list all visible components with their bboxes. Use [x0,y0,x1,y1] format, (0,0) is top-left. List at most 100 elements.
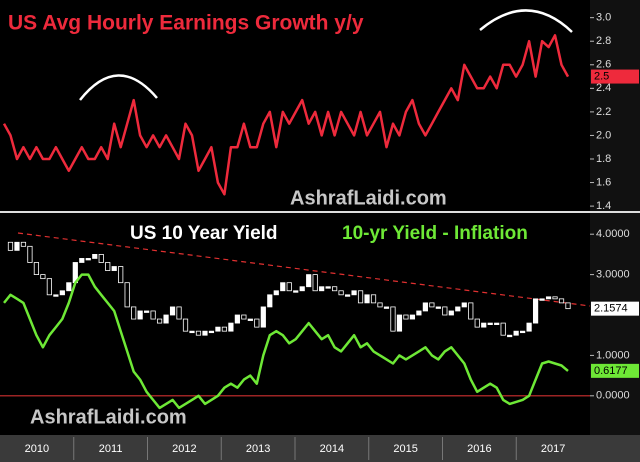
candle [390,306,396,332]
candle [124,282,130,308]
candle [260,306,266,328]
chart-title: US Avg Hourly Earnings Growth y/y [8,12,364,35]
candle [92,254,98,259]
candle [325,286,331,289]
arc-annotation [479,9,573,33]
candle [195,330,202,336]
candle [144,310,150,313]
candle [319,286,325,292]
candle [487,322,493,325]
candle [150,310,156,320]
x-tick-label: 2010 [25,443,49,455]
line-series [3,273,569,410]
x-axis-bar [0,435,640,462]
candle [202,330,208,336]
candle [481,322,487,328]
candle [416,310,422,316]
candle [66,282,72,292]
last-value-label: 2.1574 [594,303,628,315]
candle [429,302,435,308]
y-tick-label: 2.4 [596,82,611,94]
candle [254,318,260,328]
candle [14,241,20,251]
y-tick-label: 2.6 [596,59,611,71]
candle [182,318,189,332]
y-tick-label: 1.8 [596,153,611,165]
y-tick-label: 0.0000 [596,390,630,402]
candle [280,282,286,292]
last-value-box [591,69,639,84]
candle [111,266,117,271]
candle [131,306,137,320]
candle [520,330,526,334]
candle [435,306,441,309]
candle [46,278,52,296]
candle [370,294,377,304]
last-value-label: 2.5 [594,70,609,82]
candle [163,314,169,324]
y-tick-label: 2.0 [596,129,611,141]
candle [332,286,338,292]
candle [306,274,312,288]
candle [267,294,273,308]
candle [357,290,364,304]
x-tick-label: 2015 [393,443,417,455]
candle [468,302,474,320]
last-value-label: 0.6177 [594,365,628,377]
y-tick-label: 1.6 [596,176,611,188]
candle [364,294,370,304]
candle [513,330,519,336]
candle [455,306,461,312]
x-tick-label: 2012 [172,443,196,455]
candle [20,241,27,247]
candle [221,326,228,332]
x-tick-label: 2013 [246,443,270,455]
candle [344,294,351,297]
candle [273,290,279,296]
candle [442,306,448,316]
watermark: AshrafLaidi.com [30,406,187,428]
y-tick-label: 3.0000 [596,269,630,281]
y-tick-label: 2.2 [596,106,611,118]
line-series [2,34,570,196]
x-tick-label: 2011 [99,443,123,455]
last-value-box [591,301,639,316]
candle [552,296,558,300]
trend-line [17,232,591,307]
candle [189,330,195,334]
candle [403,314,409,320]
candle [286,282,292,292]
candle [532,298,539,324]
y-tick-label: 3.0 [596,12,611,24]
candle [545,296,552,300]
candle [228,322,234,332]
x-tick-label: 2014 [320,443,344,455]
candle [383,306,390,309]
candle [461,302,467,308]
candle [247,318,253,321]
candle [7,241,14,251]
candle [208,330,215,334]
candle [422,302,428,312]
candle [169,306,176,316]
candle [215,326,221,332]
candle [494,322,500,325]
candle [351,290,357,296]
candle [396,314,403,332]
candle [507,334,513,338]
candle [40,274,46,280]
legend-entry: US 10 Year Yield [130,223,278,244]
candle [98,254,104,263]
candle [156,318,163,324]
candle [409,314,416,320]
candle [85,258,91,261]
candle [500,322,506,336]
candle [53,294,59,297]
y-tick-label: 1.4 [596,200,611,212]
candle [59,290,65,296]
candle [137,310,143,320]
candle [118,266,124,284]
arc-annotation [79,74,158,101]
